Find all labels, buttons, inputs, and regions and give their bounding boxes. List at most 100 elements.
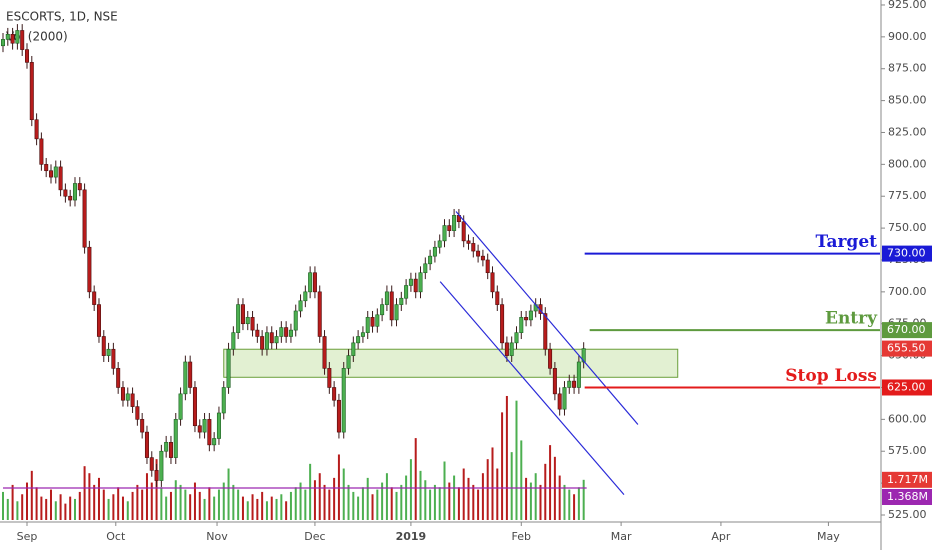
candle-body: [298, 300, 303, 312]
volume-bar: [400, 484, 403, 520]
volume-bar: [265, 501, 268, 520]
candle-body: [178, 393, 183, 420]
candle-body: [432, 246, 437, 257]
candle-body: [552, 368, 557, 395]
volume-bar: [213, 496, 216, 520]
volume-bar: [342, 468, 345, 520]
candle-body: [168, 442, 173, 458]
candle-body: [101, 336, 106, 356]
y-tick-label: 925.00: [888, 0, 927, 11]
candle-body: [207, 419, 212, 446]
candle-body: [336, 399, 341, 433]
candle-body: [351, 342, 356, 356]
volume-bar: [318, 473, 321, 520]
volume-bar: [208, 487, 211, 520]
volume-bar: [35, 487, 38, 520]
volume-bar: [49, 489, 52, 520]
volume-bar: [491, 447, 494, 520]
level-price-box: [882, 379, 932, 396]
candle-body: [303, 291, 308, 302]
candle-body: [384, 291, 389, 305]
volume-bar: [472, 484, 475, 520]
candle-body: [485, 259, 490, 274]
channel-line: [439, 281, 625, 495]
volume-bar: [309, 463, 312, 520]
y-tick-label: 800.00: [888, 157, 927, 170]
volume-bar: [145, 473, 148, 520]
x-tick-label: Nov: [206, 530, 228, 543]
candle-body: [53, 166, 58, 178]
y-tick-label: 850.00: [888, 94, 927, 107]
volume-bar: [246, 501, 249, 520]
volume-bar: [477, 489, 480, 520]
volume-bar: [83, 466, 86, 520]
x-tick-label: May: [817, 530, 840, 543]
candle-body: [221, 387, 226, 414]
level-name: Entry: [825, 309, 878, 329]
candle-body: [130, 393, 135, 407]
volume-bar: [107, 498, 110, 520]
candle-body: [557, 393, 562, 410]
candle-body: [20, 30, 25, 50]
volume-bar: [549, 445, 552, 520]
level-price-label: 730.00: [887, 247, 926, 260]
candle-body: [106, 348, 111, 356]
candle-body: [274, 336, 279, 344]
candle-body: [154, 470, 159, 481]
candle-body: [284, 327, 289, 337]
volume-bar: [256, 498, 259, 520]
volume-bar: [558, 475, 561, 520]
volume-bar: [174, 480, 177, 520]
volume-bar: [97, 477, 100, 520]
volume-bar: [409, 459, 412, 520]
volume-bar: [419, 470, 422, 520]
candle-body: [58, 166, 63, 191]
candle-body: [197, 425, 202, 433]
volume-average-box: [882, 488, 932, 505]
level-price-box: [882, 322, 932, 339]
candle-body: [29, 62, 34, 121]
volume-bar: [323, 484, 326, 520]
candle-body: [10, 33, 15, 44]
volume-bar: [160, 487, 163, 520]
y-tick-label: 750.00: [888, 221, 927, 234]
volume-bar: [438, 487, 441, 520]
volume-bar: [193, 482, 196, 520]
volume-bar: [88, 473, 91, 520]
candle-body: [87, 246, 92, 293]
volume-bar: [525, 477, 528, 520]
candle-body: [202, 419, 207, 433]
candle-body: [322, 336, 327, 369]
candle-body: [461, 221, 466, 242]
candle-body: [192, 387, 197, 427]
volume-bar: [198, 491, 201, 520]
candle-body: [548, 348, 553, 369]
candle-body: [581, 348, 586, 363]
volume-bar: [577, 487, 580, 520]
candle-body: [92, 291, 97, 305]
candle-body: [495, 291, 500, 305]
volume-bar: [371, 494, 374, 520]
candle-body: [543, 313, 548, 350]
candle-body: [226, 348, 231, 388]
volume-bar: [361, 487, 364, 520]
candle-body: [44, 164, 49, 172]
volume-bar: [11, 484, 14, 520]
volume-bar: [64, 503, 67, 520]
candle-body: [375, 314, 380, 327]
volume-bar: [6, 498, 9, 520]
candle-body: [490, 272, 495, 293]
candle-body: [562, 387, 567, 410]
x-tick-label: 2019: [396, 530, 427, 543]
candle-body: [164, 442, 169, 452]
volume-bar: [241, 496, 244, 520]
candle-body: [255, 329, 260, 337]
level-price-label: 625.00: [887, 380, 926, 393]
candle-body: [317, 291, 322, 337]
y-tick-label: 875.00: [888, 62, 927, 75]
candle-body: [120, 387, 125, 401]
candle-body: [159, 450, 164, 481]
candle-body: [308, 272, 313, 293]
candle-body: [216, 412, 221, 439]
candle-body: [279, 327, 284, 337]
